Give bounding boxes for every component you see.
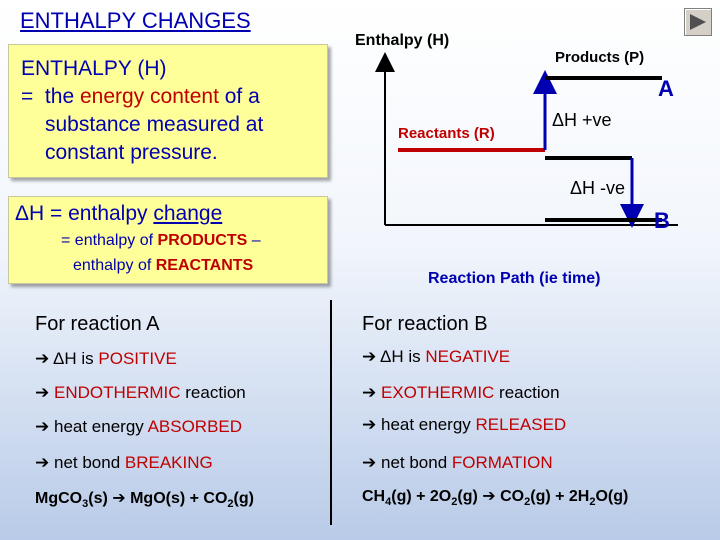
- definition-line-2: = the energy content of a: [21, 85, 260, 109]
- reaction-a-item-4: ➔ net bond BREAKING: [35, 453, 213, 473]
- eq-subscript: 4: [385, 496, 392, 509]
- item-key: POSITIVE: [98, 349, 177, 368]
- reaction-a-item-2: ➔ ENDOTHERMIC reaction: [35, 383, 246, 403]
- item-prefix: heat energy: [380, 415, 476, 434]
- eq-subscript: 2: [589, 496, 596, 509]
- delta-h-line-1: ΔH = enthalpy change: [15, 202, 222, 226]
- item-key: FORMATION: [451, 453, 553, 472]
- reaction-a-equation: MgCO3(s) ➔ MgO(s) + CO2(g): [35, 488, 254, 510]
- item-suffix: reaction: [180, 383, 246, 402]
- delta-h-line-2-suffix: –: [247, 232, 261, 249]
- reaction-arrow-icon: ➔: [482, 488, 496, 505]
- reaction-b-heading: For reaction B: [362, 313, 488, 335]
- reaction-a-item-3: ➔ heat energy ABSORBED: [35, 417, 242, 437]
- item-prefix: heat energy: [53, 417, 148, 436]
- arrow-bullet-icon: ➔: [362, 453, 377, 472]
- eq-part: (g): [457, 488, 483, 505]
- item-prefix: ΔH is: [53, 349, 99, 368]
- delta-h-positive-label: ΔH +ve: [552, 110, 612, 130]
- y-axis-label: Enthalpy (H): [355, 32, 450, 49]
- products-key: PRODUCTS: [157, 232, 248, 249]
- eq-part: (g) + 2O: [391, 488, 452, 505]
- x-axis-label: Reaction Path (ie time): [428, 270, 601, 287]
- arrow-bullet-icon: ➔: [362, 383, 377, 402]
- reaction-a-item-1: ➔ ΔH is POSITIVE: [35, 349, 177, 369]
- item-key: ABSORBED: [147, 417, 243, 436]
- item-key: ENDOTHERMIC: [53, 383, 181, 402]
- reaction-arrow-icon: ➔: [112, 490, 126, 507]
- definition-line-2-suffix: of a: [218, 85, 260, 108]
- reaction-b-item-2: ➔ EXOTHERMIC reaction: [362, 383, 560, 403]
- column-divider: [330, 300, 332, 525]
- item-suffix: reaction: [494, 383, 560, 402]
- delta-h-underlined: change: [153, 202, 223, 225]
- arrow-bullet-icon: ➔: [362, 415, 377, 434]
- eq-part: CH: [362, 488, 386, 505]
- reactants-label: Reactants (R): [398, 125, 495, 142]
- delta-h-prefix: ΔH = enthalpy: [15, 202, 154, 225]
- energy-level-diagram: [375, 52, 678, 228]
- definition-line-4: constant pressure.: [45, 141, 218, 164]
- item-key: EXOTHERMIC: [380, 383, 495, 402]
- definition-line-1: ENTHALPY (H): [21, 57, 167, 80]
- eq-part: CO: [495, 488, 525, 505]
- reaction-b-item-3: ➔ heat energy RELEASED: [362, 415, 566, 435]
- item-key: NEGATIVE: [425, 347, 511, 366]
- eq-subscript: 2: [227, 498, 234, 511]
- arrow-bullet-icon: ➔: [35, 453, 50, 472]
- reaction-b-item-1: ➔ ΔH is NEGATIVE: [362, 347, 510, 367]
- item-key: RELEASED: [475, 415, 567, 434]
- arrow-bullet-icon: ➔: [35, 383, 50, 402]
- eq-part: O(s) + CO: [153, 490, 228, 507]
- eq-subscript: 2: [451, 496, 458, 509]
- eq-part: (g) + 2H: [530, 488, 590, 505]
- next-slide-button[interactable]: [684, 8, 712, 36]
- eq-part: Mg: [125, 490, 154, 507]
- item-prefix: net bond: [53, 453, 125, 472]
- eq-subscript: 2: [524, 496, 531, 509]
- delta-h-line-2: = enthalpy of PRODUCTS –: [61, 232, 261, 250]
- definition-line-3: substance measured at: [45, 113, 264, 136]
- page-title: ENTHALPY CHANGES: [20, 8, 251, 33]
- eq-part: CO: [58, 490, 83, 507]
- reaction-a-tag: A: [658, 76, 674, 101]
- eq-subscript: 3: [82, 498, 89, 511]
- enthalpy-definition-box: ENTHALPY (H) = the energy content of a s…: [8, 44, 328, 178]
- delta-h-line-3-prefix: enthalpy of: [73, 257, 156, 274]
- reaction-a-heading: For reaction A: [35, 313, 160, 335]
- eq-part: (g): [233, 490, 254, 507]
- eq-part: (s): [88, 490, 113, 507]
- arrow-bullet-icon: ➔: [35, 417, 50, 436]
- arrow-bullet-icon: ➔: [362, 347, 377, 366]
- delta-h-negative-label: ΔH -ve: [570, 178, 626, 198]
- products-label: Products (P): [555, 49, 645, 66]
- arrow-bullet-icon: ➔: [35, 349, 50, 368]
- definition-highlight: energy content: [79, 85, 219, 108]
- delta-h-line-2-prefix: = enthalpy of: [61, 232, 158, 249]
- delta-h-box: ΔH = enthalpy change = enthalpy of PRODU…: [8, 196, 328, 284]
- reaction-b-item-4: ➔ net bond FORMATION: [362, 453, 553, 473]
- delta-h-line-3: enthalpy of REACTANTS: [73, 257, 253, 275]
- definition-line-2-prefix: = the: [21, 85, 80, 108]
- reaction-b-equation: CH4(g) + 2O2(g) ➔ CO2(g) + 2H2O(g): [362, 486, 628, 508]
- reaction-b-tag: B: [654, 208, 670, 233]
- item-prefix: ΔH is: [380, 347, 426, 366]
- eq-part: O(g): [595, 488, 629, 505]
- eq-part: Mg: [35, 490, 59, 507]
- play-triangle-icon: [690, 14, 706, 30]
- item-key: BREAKING: [124, 453, 213, 472]
- reactants-key: REACTANTS: [155, 257, 254, 274]
- item-prefix: net bond: [380, 453, 452, 472]
